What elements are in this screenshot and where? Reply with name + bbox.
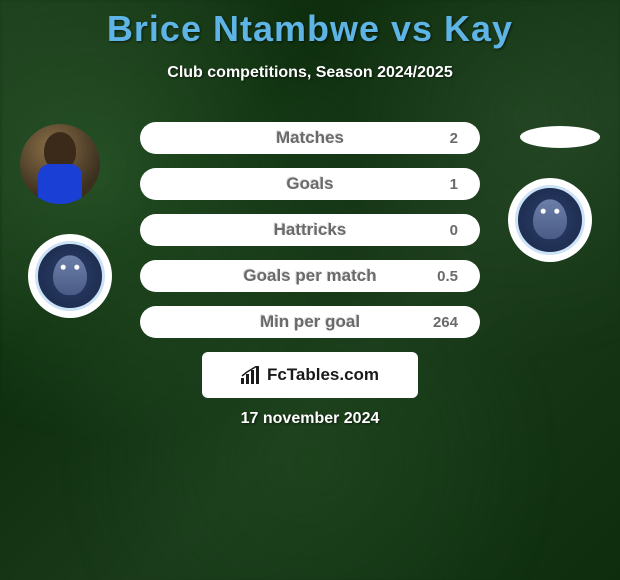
club-badge-left xyxy=(28,234,112,318)
brand-box: FcTables.com xyxy=(202,352,418,398)
stat-label: Hattricks xyxy=(274,220,347,240)
club-badge-right xyxy=(508,178,592,262)
stat-label: Goals xyxy=(286,174,333,194)
stat-value-right: 264 xyxy=(430,314,458,331)
stat-value-right: 1 xyxy=(430,176,458,193)
page-title: Brice Ntambwe vs Kay xyxy=(0,8,620,50)
stat-row: Min per goal 264 xyxy=(140,306,480,338)
stat-row: Goals 1 xyxy=(140,168,480,200)
stat-value-right: 0.5 xyxy=(430,268,458,285)
subtitle: Club competitions, Season 2024/2025 xyxy=(0,64,620,82)
date-label: 17 november 2024 xyxy=(241,410,380,428)
stat-value-right: 0 xyxy=(430,222,458,239)
stat-label: Goals per match xyxy=(243,266,376,286)
player-right-avatar xyxy=(520,126,600,148)
stat-row: Hattricks 0 xyxy=(140,214,480,246)
owl-badge-icon xyxy=(515,185,585,255)
stat-label: Matches xyxy=(276,128,344,148)
stats-list: Matches 2 Goals 1 Hattricks 0 Goals per … xyxy=(140,122,480,352)
owl-badge-icon xyxy=(35,241,105,311)
stat-value-right: 2 xyxy=(430,130,458,147)
stat-label: Min per goal xyxy=(260,312,360,332)
stat-row: Goals per match 0.5 xyxy=(140,260,480,292)
stat-row: Matches 2 xyxy=(140,122,480,154)
content-wrapper: Brice Ntambwe vs Kay Club competitions, … xyxy=(0,0,620,82)
player-left-avatar xyxy=(20,124,100,204)
brand-text: FcTables.com xyxy=(267,365,379,385)
bar-chart-icon xyxy=(241,366,261,384)
